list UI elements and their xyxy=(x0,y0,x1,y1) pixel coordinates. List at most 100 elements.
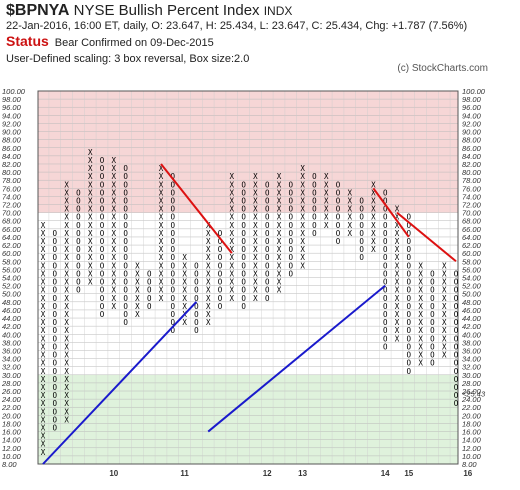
x-box: X xyxy=(206,318,211,327)
x-box: X xyxy=(159,269,164,278)
o-box: O xyxy=(430,342,435,351)
x-box: X xyxy=(442,278,447,287)
o-box: O xyxy=(53,237,58,246)
x-box: X xyxy=(64,205,69,214)
resistance-trend-line xyxy=(160,163,233,254)
x-box: X xyxy=(230,196,235,205)
x-box: X xyxy=(253,213,258,222)
o-box: O xyxy=(218,286,223,295)
o-box: O xyxy=(171,237,176,246)
y-tick-label: 98.00 xyxy=(462,95,482,104)
o-box: O xyxy=(383,221,388,230)
o-box: O xyxy=(171,229,176,238)
y-tick-label: 50.00 xyxy=(2,290,22,299)
o-box: O xyxy=(454,334,459,343)
y-tick-label: 50.00 xyxy=(462,290,482,299)
x-box: X xyxy=(395,205,400,214)
o-box: O xyxy=(430,294,435,303)
x-box: X xyxy=(230,213,235,222)
x-box: X xyxy=(112,278,117,287)
y-tick-label: 30.00 xyxy=(462,371,482,380)
o-box: O xyxy=(100,237,105,246)
o-box: O xyxy=(194,302,199,311)
x-box: X xyxy=(418,286,423,295)
o-box: O xyxy=(383,334,388,343)
o-box: O xyxy=(336,180,341,189)
o-box: O xyxy=(171,221,176,230)
o-box: O xyxy=(76,269,81,278)
x-box: X xyxy=(41,399,46,408)
y-tick-label: 34.00 xyxy=(462,355,482,364)
o-box: O xyxy=(312,196,317,205)
o-box: O xyxy=(100,294,105,303)
y-tick-label: 78.00 xyxy=(2,176,22,185)
x-box: X xyxy=(371,229,376,238)
o-box: O xyxy=(76,205,81,214)
y-tick-label: 26.00 xyxy=(461,387,482,396)
y-tick-label: 30.00 xyxy=(2,371,22,380)
y-tick-label: 52.00 xyxy=(2,282,22,291)
x-box: X xyxy=(64,334,69,343)
y-tick-label: 94.00 xyxy=(462,111,482,120)
x-box: X xyxy=(206,294,211,303)
x-box: X xyxy=(324,205,329,214)
o-box: O xyxy=(265,221,270,230)
x-box: X xyxy=(300,229,305,238)
o-box: O xyxy=(241,286,246,295)
plot-frame xyxy=(37,90,459,465)
y-tick-label: 68.00 xyxy=(462,217,482,226)
x-box: X xyxy=(64,188,69,197)
x-box: X xyxy=(442,286,447,295)
x-box: X xyxy=(88,229,93,238)
o-box: O xyxy=(289,269,294,278)
o-box: O xyxy=(171,261,176,270)
y-tick-label: 54.00 xyxy=(2,274,22,283)
x-box: X xyxy=(418,310,423,319)
x-box: X xyxy=(41,367,46,376)
o-box: O xyxy=(407,294,412,303)
x-box: X xyxy=(442,310,447,319)
y-tick-label: 38.00 xyxy=(462,338,482,347)
o-box: O xyxy=(407,342,412,351)
y-tick-label: 14.00 xyxy=(2,436,22,445)
o-box: O xyxy=(53,383,58,392)
o-box: O xyxy=(123,310,128,319)
o-box: O xyxy=(53,334,58,343)
x-box: X xyxy=(348,229,353,238)
y-tick-label: 36.00 xyxy=(2,346,22,355)
y-tick-label: 8.00 xyxy=(2,460,17,469)
o-box: O xyxy=(241,180,246,189)
x-box: X xyxy=(182,253,187,262)
x-box: X xyxy=(112,188,117,197)
x-box: X xyxy=(88,180,93,189)
y-tick-label: 92.00 xyxy=(2,119,22,128)
o-box: O xyxy=(359,221,364,230)
y-tick-label: 14.00 xyxy=(462,436,482,445)
x-box: X xyxy=(230,229,235,238)
y-tick-label: 64.00 xyxy=(2,233,22,242)
x-box: X xyxy=(277,269,282,278)
x-box: X xyxy=(112,156,117,165)
o-box: O xyxy=(289,196,294,205)
o-box: O xyxy=(123,213,128,222)
x-box: X xyxy=(277,180,282,189)
x-box: X xyxy=(395,213,400,222)
o-box: O xyxy=(123,302,128,311)
o-box: O xyxy=(194,310,199,319)
x-box: X xyxy=(371,237,376,246)
x-box: X xyxy=(64,415,69,424)
x-box: X xyxy=(348,188,353,197)
o-box: O xyxy=(336,229,341,238)
o-box: O xyxy=(454,278,459,287)
o-box: O xyxy=(123,196,128,205)
x-box: X xyxy=(300,164,305,173)
